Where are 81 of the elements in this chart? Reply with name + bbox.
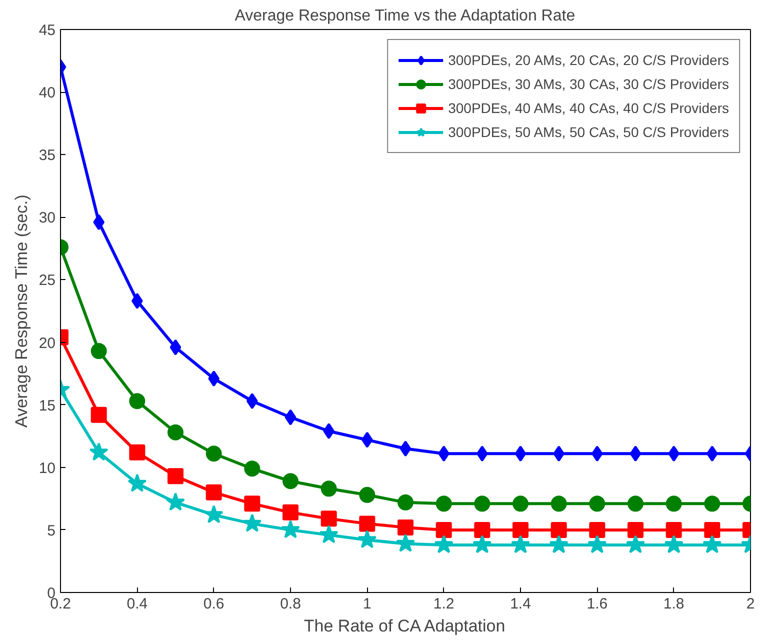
point <box>512 522 528 538</box>
point <box>664 534 684 554</box>
x-tick-label: 0.4 <box>126 596 148 612</box>
point <box>284 409 296 426</box>
point <box>89 442 108 461</box>
point <box>320 510 337 527</box>
point <box>168 468 184 484</box>
point <box>128 474 147 492</box>
x-tick-label: 0.6 <box>203 596 224 612</box>
point <box>704 522 720 538</box>
point <box>359 486 376 503</box>
legend-label: 300PDEs, 40 AMs, 40 CAs, 40 C/S Providers <box>448 100 729 116</box>
point <box>320 480 337 497</box>
y-tick-label: 30 <box>38 210 56 227</box>
point <box>550 496 567 512</box>
point <box>549 534 568 554</box>
point <box>204 504 224 524</box>
point <box>90 343 107 360</box>
point <box>206 484 222 500</box>
point <box>434 534 454 554</box>
point <box>166 492 186 511</box>
x-tick-label: 1.2 <box>433 596 454 612</box>
point <box>589 496 606 512</box>
point <box>588 534 607 554</box>
legend-label: 300PDEs, 30 AMs, 30 CAs, 30 C/S Providers <box>448 76 729 92</box>
point <box>280 520 300 538</box>
point <box>359 516 376 532</box>
point <box>472 534 492 554</box>
point <box>170 339 182 356</box>
point <box>282 504 298 520</box>
y-tick-label: 5 <box>47 522 56 540</box>
x-tick-label: 0.8 <box>280 596 301 612</box>
point <box>396 534 416 552</box>
legend-label: 300PDEs, 20 AMs, 20 CAs, 20 C/S Providers <box>448 52 729 68</box>
point <box>514 446 526 462</box>
point <box>666 522 682 538</box>
point <box>436 496 452 512</box>
point <box>242 514 262 532</box>
x-tick-label: 1.6 <box>586 596 608 612</box>
point <box>474 522 490 538</box>
legend-label: 300PDEs, 50 AMs, 50 CAs, 50 C/S Providers <box>448 124 729 140</box>
point <box>206 446 222 462</box>
x-tick-label: 1.4 <box>510 596 531 612</box>
point <box>282 473 298 490</box>
point <box>168 424 184 440</box>
point <box>398 519 414 536</box>
y-tick-label: 35 <box>38 147 56 164</box>
point <box>550 522 567 538</box>
point <box>704 496 720 512</box>
point <box>398 494 414 510</box>
point <box>129 444 146 460</box>
point <box>626 534 646 554</box>
point <box>436 522 452 538</box>
point <box>244 460 260 477</box>
point <box>319 524 338 544</box>
y-axis-title: Average Response Time (sec.) <box>12 194 31 428</box>
x-axis-title: The Rate of CA Adaptation <box>304 616 506 636</box>
y-tick-label: 40 <box>38 84 56 102</box>
point <box>512 496 528 512</box>
point <box>358 530 377 548</box>
x-tick-label: 2 <box>746 596 755 612</box>
y-tick-label: 25 <box>38 272 56 290</box>
y-tick-label: 15 <box>38 397 56 414</box>
x-tick-label: 1.8 <box>663 596 684 612</box>
point <box>628 496 644 512</box>
point <box>129 393 146 410</box>
point <box>628 522 644 538</box>
chart-title: Average Response Time vs the Adaptation Rate <box>234 8 576 24</box>
point <box>90 406 107 423</box>
point <box>589 522 606 538</box>
y-tick-label: 10 <box>38 460 56 477</box>
point <box>630 446 642 462</box>
y-tick-label: 20 <box>38 334 56 352</box>
point <box>400 440 412 457</box>
point <box>666 496 682 512</box>
y-tick-label: 45 <box>38 22 56 39</box>
point <box>474 496 490 512</box>
x-tick-label: 1 <box>362 596 372 612</box>
point <box>702 534 722 554</box>
point <box>244 496 260 512</box>
point <box>510 534 530 554</box>
